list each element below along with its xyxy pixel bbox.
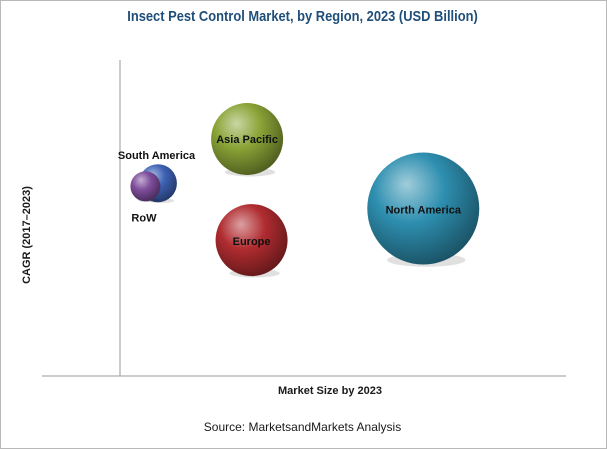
y-axis-label: CAGR (2017–2023) <box>21 186 33 284</box>
bubble-asia-pacific <box>211 103 284 175</box>
bubble-europe <box>215 204 288 277</box>
bubble-row <box>130 171 161 202</box>
chart-title: Insect Pest Control Market, by Region, 2… <box>127 8 478 25</box>
source-note: Source: MarketsandMarkets Analysis <box>203 420 402 434</box>
bubble-north-america <box>367 152 480 265</box>
bubble-label-row: RoW <box>131 212 157 224</box>
x-axis-label: Market Size by 2023 <box>278 385 382 397</box>
bubble-label-south-america: South America <box>118 150 196 162</box>
bubble-label-north-america: North America <box>386 205 462 217</box>
bubble-label-asia-pacific: Asia Pacific <box>216 134 278 146</box>
bubble-label-europe: Europe <box>233 236 271 248</box>
